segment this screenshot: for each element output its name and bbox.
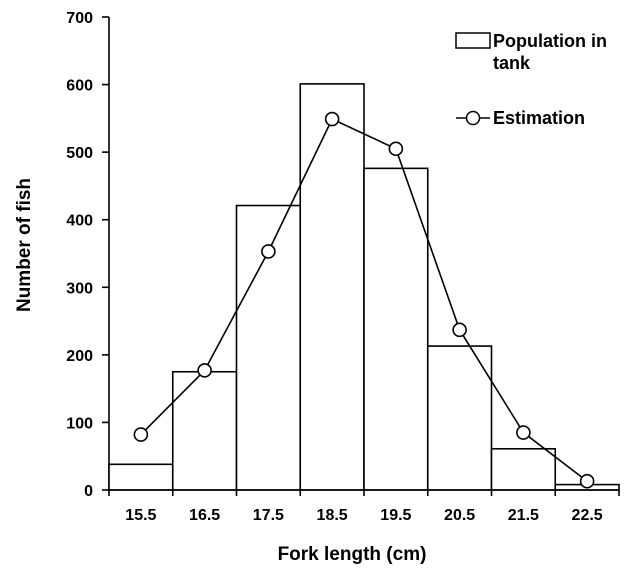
x-tick-label: 21.5	[508, 507, 539, 524]
y-axis: 0 100 200 300 400 500 600 700	[66, 10, 110, 500]
bar	[363, 167, 429, 491]
x-tick-label: 19.5	[380, 507, 411, 524]
bar	[426, 345, 493, 491]
y-tick-label: 500	[66, 145, 93, 162]
bar	[299, 83, 365, 491]
x-axis: 15.5 16.5 17.5 18.5 19.5 20.5 21.5 22.5	[108, 489, 620, 524]
data-point	[261, 244, 276, 259]
legend-line-marker	[465, 110, 481, 126]
y-axis-title: Number of fish	[14, 178, 35, 312]
data-point	[133, 427, 149, 442]
data-point	[452, 322, 467, 338]
y-tick-label: 0	[84, 483, 93, 500]
x-tick-label: 20.5	[444, 507, 475, 524]
estimation-line	[140, 117, 588, 482]
y-tick-label: 300	[66, 280, 93, 297]
data-point	[516, 425, 531, 440]
x-tick-label: 17.5	[253, 507, 284, 524]
y-tick-label: 100	[66, 415, 93, 432]
y-tick-label: 600	[66, 78, 93, 95]
y-tick-label: 700	[66, 10, 93, 27]
x-tick-label: 15.5	[125, 507, 156, 524]
bar	[171, 370, 238, 491]
x-tick-label: 18.5	[317, 507, 348, 524]
x-tick-label: 16.5	[189, 507, 220, 524]
data-point	[388, 141, 404, 157]
legend-line-label: Estimation	[493, 108, 585, 128]
legend-bar-label: Population in	[493, 31, 607, 51]
line-series	[133, 111, 595, 489]
y-tick-label: 200	[66, 348, 93, 365]
data-point	[324, 111, 340, 127]
data-point	[579, 473, 595, 489]
legend-bar-label-cont: tank	[493, 53, 531, 73]
legend: Population in tank Estimation	[455, 31, 607, 128]
bar	[108, 463, 174, 491]
legend-bar-swatch	[455, 32, 491, 49]
x-axis-title: Fork length (cm)	[278, 544, 427, 565]
bar	[490, 447, 557, 491]
data-point	[197, 363, 212, 378]
bar-series	[108, 83, 620, 491]
x-tick-label: 22.5	[572, 507, 603, 524]
y-tick-label: 400	[66, 213, 93, 230]
